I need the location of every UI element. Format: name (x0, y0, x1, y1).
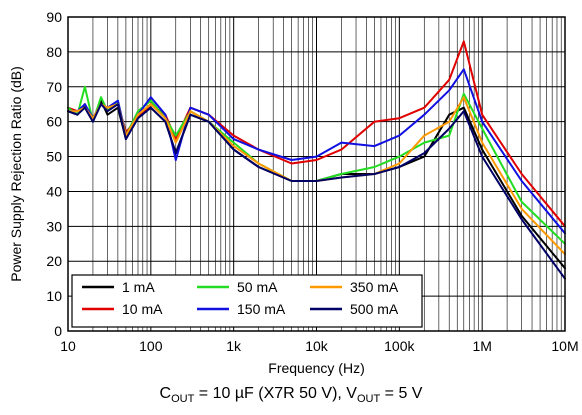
legend-label-10-ma: 10 mA (122, 301, 163, 317)
legend-label-1-ma: 1 mA (122, 279, 155, 295)
y-tick-label: 90 (46, 9, 62, 25)
y-tick-label: 70 (46, 79, 62, 95)
x-tick-label: 10 (60, 338, 76, 354)
x-tick-label: 10M (551, 338, 578, 354)
x-tick-label: 1M (472, 338, 491, 354)
legend-label-150-ma: 150 mA (237, 301, 286, 317)
caption-c-rest: = 10 µF (X7R 50 V), V (194, 385, 357, 402)
x-axis-label: Frequency (Hz) (268, 360, 364, 376)
y-tick-label: 30 (46, 218, 62, 234)
series-layer (67, 40, 566, 280)
plot-border (67, 16, 566, 332)
caption-c-sub: OUT (171, 393, 195, 406)
psrr-chart: 10 100 1k 10k 100k 1M 10M 0102030405060708090 … (8, 9, 579, 376)
legend-label-50-ma: 50 mA (237, 279, 278, 295)
x-tick-label: 1k (226, 338, 242, 354)
x-tick-label: 100k (384, 338, 415, 354)
legend-box (71, 274, 423, 328)
legend-label-350-ma: 350 mA (350, 279, 399, 295)
y-tick-label: 40 (46, 183, 62, 199)
legend: 1 mA 10 mA 50 mA 150 mA 350 mA 500 mA (71, 274, 423, 328)
y-tick-label: 80 (46, 44, 62, 60)
y-axis-label: Power Supply Rejection Ratio (dB) (8, 66, 24, 282)
caption-v-rest: = 5 V (380, 385, 423, 402)
y-tick-label: 20 (46, 253, 62, 269)
series-line-500-ma (67, 103, 566, 280)
legend-label-500-ma: 500 mA (350, 301, 399, 317)
x-tick-labels: 10 100 1k 10k 100k 1M 10M (60, 338, 578, 354)
y-tick-label: 10 (46, 288, 62, 304)
caption-v-sub: OUT (356, 393, 381, 406)
y-tick-label: 50 (46, 149, 62, 165)
x-tick-label: 10k (305, 338, 329, 354)
y-tick-labels: 0 10 20 30 40 50 60 70 80 90 (46, 9, 62, 339)
caption-c: C (159, 385, 172, 402)
chart-caption: COUT = 10 µF (X7R 50 V), VOUT = 5 V (0, 385, 582, 405)
x-tick-label: 100 (139, 338, 163, 354)
y-tick-label: 60 (46, 114, 62, 130)
y-tick-label: 0 (54, 323, 62, 339)
